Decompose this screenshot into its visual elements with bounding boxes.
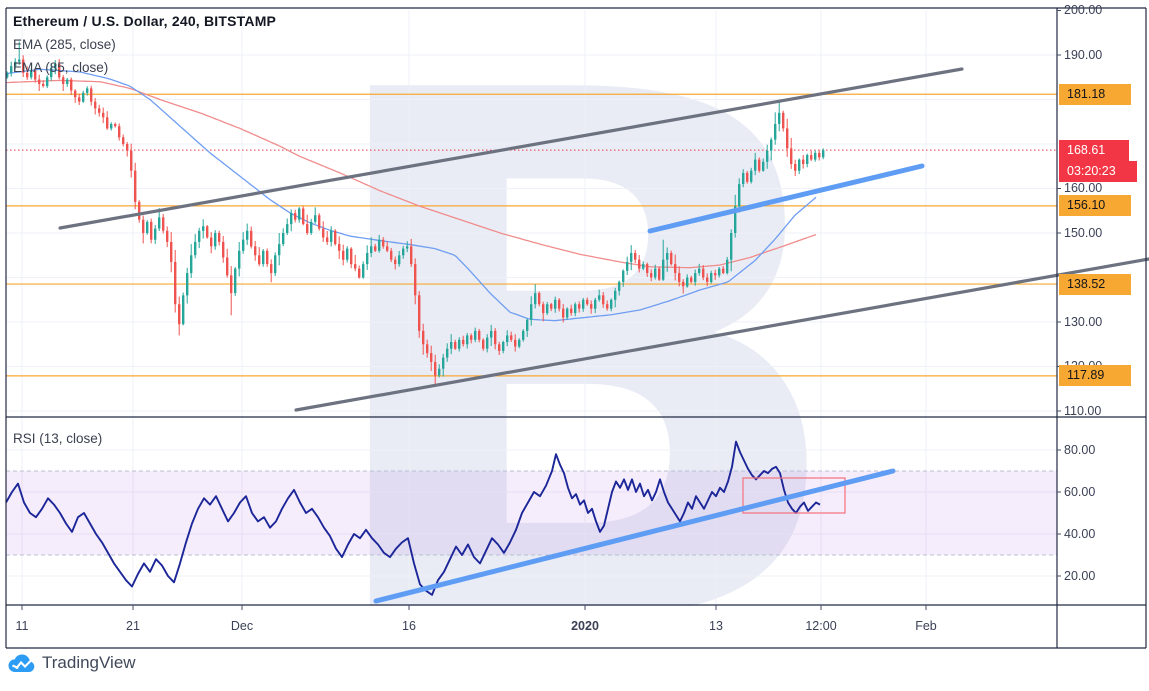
trendline-gray-lower[interactable] [294, 257, 1149, 412]
trendline-blue-rsi[interactable] [373, 468, 896, 604]
rsi-band [6, 471, 1057, 555]
candle-series [6, 41, 825, 385]
attribution[interactable]: TradingView [8, 653, 136, 673]
rsi-rectangle-drawing[interactable] [742, 477, 846, 514]
tradingview-logo-text: TradingView [42, 653, 136, 672]
tradingview-logo-icon [8, 653, 35, 672]
trendline-gray-upper[interactable] [58, 67, 964, 230]
ema-285-line[interactable] [5, 79, 817, 269]
rsi-line[interactable] [5, 440, 821, 596]
gridlines [6, 10, 1057, 604]
pane-borders [5, 7, 1147, 649]
trendline-blue-main[interactable] [647, 163, 925, 234]
bitstamp-watermark: B [303, 0, 858, 691]
